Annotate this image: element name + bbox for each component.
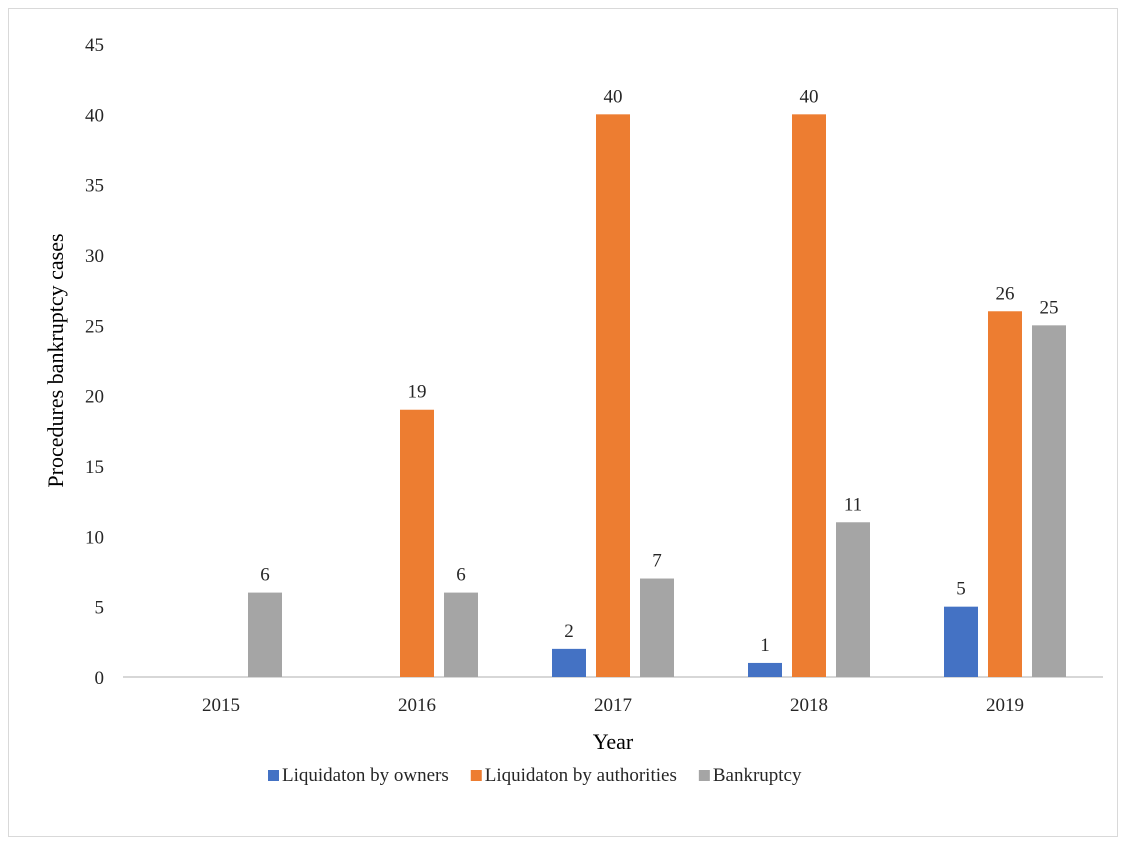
y-axis-title: Procedures bankruptcy cases: [43, 233, 68, 487]
x-tick-label: 2017: [594, 695, 632, 716]
bar: [748, 662, 782, 677]
data-label: 40: [604, 86, 623, 107]
x-tick-label: 2016: [398, 695, 436, 716]
bar: [444, 592, 478, 677]
bar: [248, 592, 282, 677]
bar: [640, 578, 674, 677]
chart-frame: [8, 8, 1118, 837]
y-tick-label: 20: [85, 387, 104, 408]
legend-swatch: [268, 770, 279, 781]
legend-label: Liquidaton by owners: [282, 765, 449, 786]
data-label: 6: [456, 565, 466, 586]
data-label: 7: [652, 551, 662, 572]
x-axis-title: Year: [593, 729, 634, 754]
y-tick-label: 40: [85, 105, 104, 126]
y-tick-label: 45: [85, 35, 104, 56]
data-label: 40: [800, 86, 819, 107]
bar: [988, 311, 1022, 677]
bar: [552, 648, 586, 677]
legend-swatch: [470, 770, 482, 781]
bar: [792, 114, 826, 678]
legend-label: Bankruptcy: [713, 765, 802, 786]
legend-label: Liquidaton by authorities: [485, 765, 677, 786]
bar: [400, 409, 434, 677]
data-label: 25: [1040, 297, 1059, 318]
legend: Liquidaton by owners Liquidaton by author…: [268, 765, 802, 786]
data-label: 2: [564, 621, 574, 642]
bar: [836, 522, 870, 677]
y-tick-label: 5: [95, 598, 105, 619]
data-label: 1: [760, 635, 770, 656]
y-tick-label: 35: [85, 176, 104, 197]
data-label: 5: [956, 579, 966, 600]
data-label: 11: [844, 494, 862, 515]
x-tick-label: 2019: [986, 695, 1024, 716]
x-tick-label: 2018: [790, 695, 828, 716]
y-tick-label: 30: [85, 246, 104, 267]
bar: [944, 606, 978, 677]
y-tick-label: 0: [95, 668, 105, 689]
y-tick-label: 15: [85, 457, 104, 478]
data-label: 6: [260, 565, 270, 586]
bar: [1032, 325, 1066, 677]
bar: [596, 114, 630, 678]
y-tick-label: 25: [85, 316, 104, 337]
x-tick-label: 2015: [202, 695, 240, 716]
y-tick-label: 10: [85, 527, 104, 548]
legend-swatch: [698, 770, 710, 781]
data-label: 26: [996, 283, 1015, 304]
data-label: 19: [408, 382, 427, 403]
